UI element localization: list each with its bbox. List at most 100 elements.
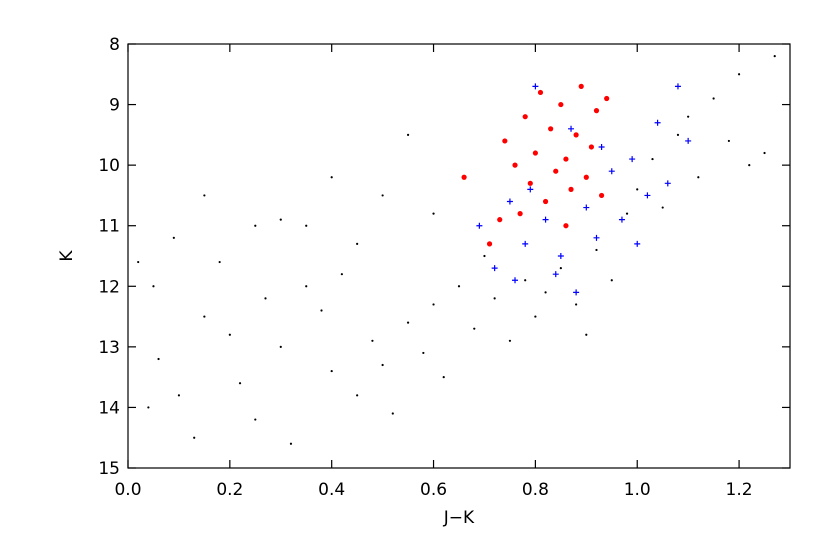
data-point-circle (497, 217, 503, 223)
data-point-dot (610, 279, 613, 282)
data-point-cross (522, 240, 529, 247)
data-point-dot (712, 97, 715, 100)
data-point-circle (563, 156, 569, 162)
data-point-dot (585, 333, 588, 336)
data-point-circle (512, 162, 518, 168)
data-points-layer (137, 55, 776, 445)
data-point-circle (548, 126, 554, 132)
data-point-cross (593, 234, 600, 241)
data-point-cross (685, 137, 692, 144)
data-point-dot (661, 206, 664, 209)
data-point-dot (508, 339, 512, 342)
data-point-dot (651, 157, 654, 161)
data-point-circle (583, 174, 589, 180)
data-point-circle (593, 108, 600, 114)
data-point-dot (330, 176, 333, 179)
data-point-dot (340, 273, 343, 276)
x-axis-label: J−K (443, 508, 475, 528)
data-point-dot (737, 73, 741, 76)
data-point-dot (203, 194, 206, 197)
x-tick-label: 0.0 (114, 480, 141, 500)
data-point-cross (557, 253, 564, 259)
data-point-circle (588, 144, 595, 150)
data-point-dot (305, 285, 308, 288)
data-point-dot (289, 442, 293, 445)
data-point-dot (559, 267, 562, 270)
data-point-dot (381, 194, 384, 197)
plot-frame (127, 43, 791, 469)
data-point-cross (664, 180, 671, 187)
y-tick-label: 14 (98, 398, 120, 418)
data-point-dot (432, 303, 435, 306)
data-point-cross (491, 265, 498, 272)
y-axis-label: K (57, 250, 77, 262)
x-tick-label: 1.0 (624, 480, 651, 500)
data-point-cross (618, 216, 625, 223)
data-point-circle (573, 132, 579, 138)
data-point-dot (625, 212, 629, 215)
data-point-dot (432, 212, 435, 215)
data-point-cross (629, 156, 636, 163)
data-point-dot (575, 303, 578, 306)
data-point-dot (356, 242, 359, 245)
data-point-dot (238, 382, 242, 385)
data-point-circle (598, 192, 605, 199)
data-point-dot (152, 285, 155, 288)
y-tick-label: 15 (98, 459, 120, 479)
data-point-dot (172, 236, 175, 239)
data-point-dot (356, 394, 359, 397)
data-point-dot (763, 151, 766, 155)
data-point-circle (502, 138, 508, 144)
data-point-dot (193, 436, 196, 439)
data-point-cross (506, 198, 513, 205)
data-point-dot (422, 351, 425, 355)
data-point-circle (568, 186, 574, 192)
x-tick-label: 1.2 (726, 480, 753, 500)
data-point-dot (218, 260, 221, 264)
x-tick-label: 0.2 (216, 480, 243, 500)
data-point-cross (542, 216, 549, 223)
data-point-cross (608, 168, 615, 175)
data-point-cross (644, 192, 651, 199)
x-tick-label: 0.4 (318, 480, 345, 500)
data-point-cross (598, 143, 605, 150)
data-point-dot (595, 248, 598, 252)
x-tick-label: 0.6 (420, 480, 447, 500)
data-point-cross (583, 204, 590, 211)
data-point-dot (177, 394, 181, 397)
data-point-dot (320, 309, 323, 312)
data-point-circle (578, 83, 584, 89)
y-tick-label: 9 (109, 96, 120, 116)
y-tick-label: 8 (109, 35, 120, 55)
data-point-dot (391, 412, 394, 415)
data-point-dot (473, 327, 476, 330)
data-point-cross (654, 119, 661, 126)
data-point-circle (537, 89, 544, 96)
data-point-dot (330, 369, 333, 373)
data-point-dot (406, 321, 410, 324)
data-point-cross (532, 83, 539, 90)
data-point-dot (676, 133, 680, 136)
data-point-cross (634, 240, 641, 247)
data-point-dot (228, 333, 231, 336)
data-point-circle (522, 114, 528, 120)
data-point-dot (305, 224, 308, 227)
data-point-circle (461, 174, 467, 180)
x-tick-label: 0.8 (522, 480, 549, 500)
data-point-circle (604, 95, 610, 102)
data-point-dot (254, 224, 257, 227)
data-point-circle (532, 150, 538, 156)
data-point-dot (483, 254, 486, 258)
data-point-dot (264, 297, 267, 300)
data-point-dot (493, 297, 496, 300)
data-point-dot (137, 260, 140, 264)
data-point-dot (457, 285, 461, 288)
data-point-cross (512, 277, 519, 284)
data-point-circle (542, 198, 549, 205)
data-point-dot (371, 339, 374, 342)
data-point-circle (517, 211, 523, 217)
ticks-layer: 0.0 0.2 0.4 0.6 0.8 1.0 1.2 8 9 10 11 12 13 14 15 (98, 35, 790, 500)
data-point-cross (674, 83, 681, 90)
data-point-dot (524, 279, 527, 282)
